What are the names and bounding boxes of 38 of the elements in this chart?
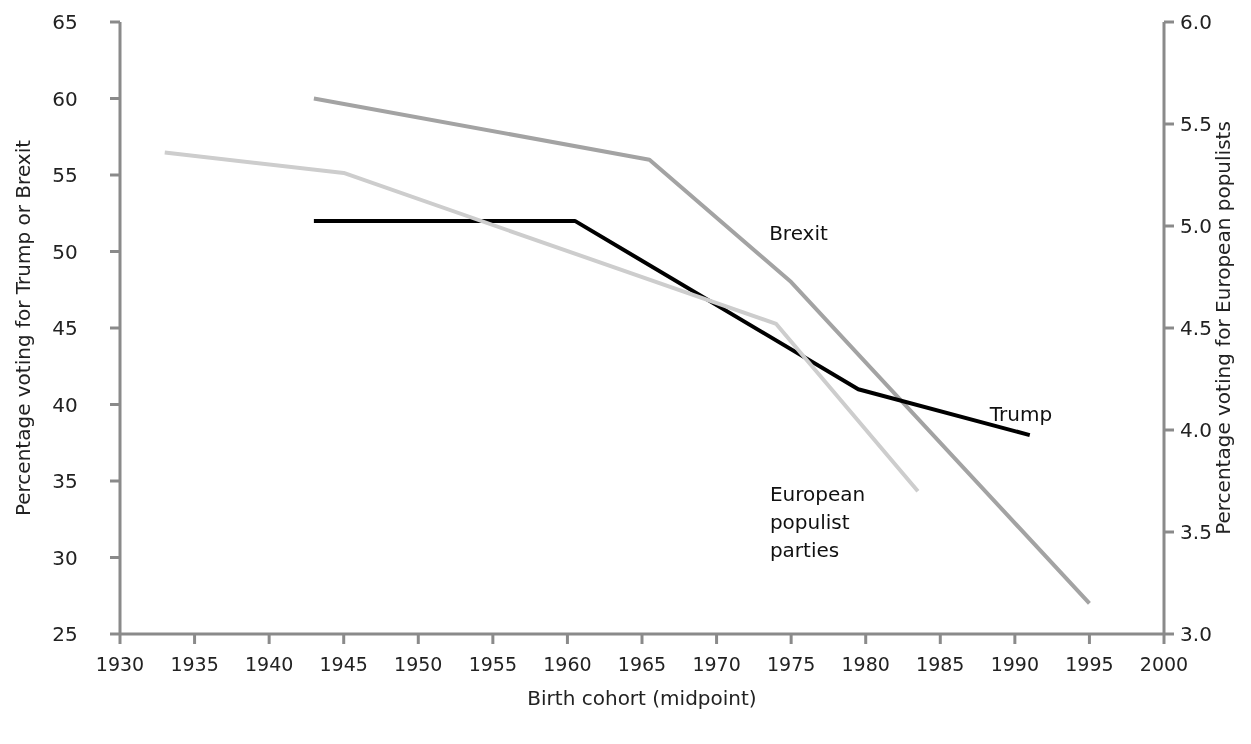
y-tick-label: 35 xyxy=(52,469,78,493)
x-tick-label: 1995 xyxy=(1065,652,1114,675)
y-tick-label: 50 xyxy=(52,239,78,264)
x-axis-title: Birth cohort (midpoint) xyxy=(527,686,757,710)
y2-tick-label: 6.0 xyxy=(1180,10,1212,34)
x-tick-label: 1930 xyxy=(95,652,145,675)
y-tick-label: 65 xyxy=(52,10,78,34)
y2-axis-title: Percentage voting for European populists xyxy=(1211,121,1235,535)
line-series xyxy=(311,96,1092,606)
y-tick-label: 60 xyxy=(52,86,78,111)
y2-tick-label: 4.0 xyxy=(1180,418,1212,442)
x-tick-label: 1935 xyxy=(170,652,219,675)
y-tick-label: 55 xyxy=(52,163,78,187)
series-label: European populist parties xyxy=(769,482,866,563)
x-tick-label: 1960 xyxy=(543,652,592,675)
series-label: Brexit xyxy=(769,221,828,246)
y2-tick-label: 5.0 xyxy=(1180,214,1212,238)
x-tick-label: 1940 xyxy=(244,652,294,675)
x-tick-label: 1965 xyxy=(617,652,667,675)
y2-tick-label: 3.5 xyxy=(1180,520,1212,544)
y2-tick-label: 5.5 xyxy=(1180,112,1212,136)
series-label: Trump xyxy=(988,402,1053,427)
x-tick-label: 1975 xyxy=(766,652,816,675)
y-tick-label: 45 xyxy=(52,316,78,340)
y-axis-title: Percentage voting for Trump or Brexit xyxy=(11,139,35,517)
y-tick-label: 30 xyxy=(52,545,78,570)
x-tick-label: 1970 xyxy=(692,652,741,675)
y2-tick-label: 3.0 xyxy=(1180,622,1212,646)
x-tick-label: 1950 xyxy=(394,652,443,675)
x-tick-label: 1985 xyxy=(916,652,965,675)
y-tick-label: 25 xyxy=(52,622,78,646)
y-tick-label: 40 xyxy=(52,392,78,417)
x-tick-label: 1955 xyxy=(468,652,518,675)
x-tick-label: 1980 xyxy=(841,652,890,675)
x-tick-label: 2000 xyxy=(1139,652,1189,675)
x-tick-label: 1990 xyxy=(990,652,1040,675)
y2-tick-label: 4.5 xyxy=(1180,316,1212,340)
x-tick-label: 1945 xyxy=(319,652,368,675)
